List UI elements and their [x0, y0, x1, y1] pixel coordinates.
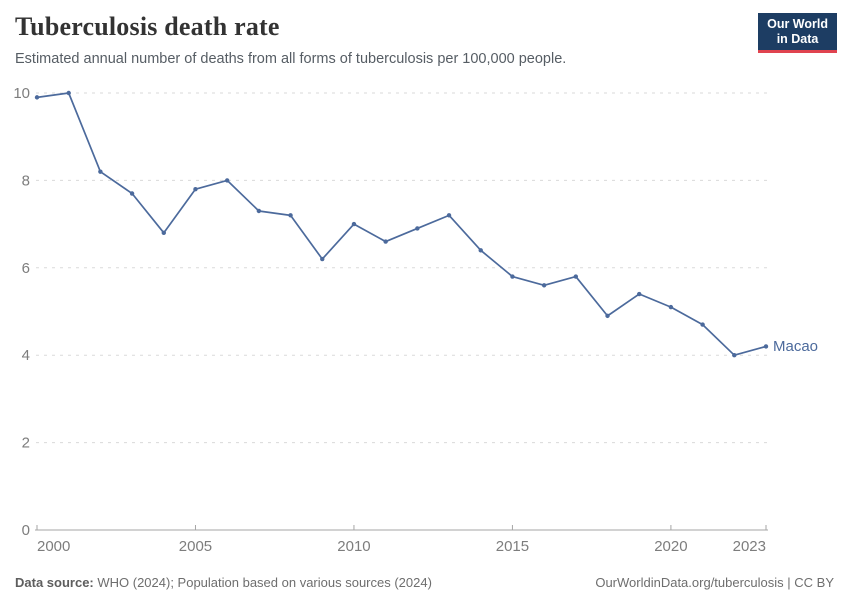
data-point[interactable] [66, 90, 71, 96]
y-tick-label: 10 [13, 85, 30, 102]
page-title: Tuberculosis death rate [15, 12, 280, 41]
chart-subtitle: Estimated annual number of deaths from a… [15, 51, 567, 67]
series-line [36, 92, 767, 357]
y-tick-label: 4 [22, 347, 30, 364]
y-tick-label: 2 [22, 435, 30, 452]
x-tick-label: 2010 [337, 538, 370, 555]
data-point[interactable] [510, 274, 515, 279]
x-tick-label: 2000 [37, 538, 70, 555]
data-point[interactable] [256, 208, 262, 214]
data-point[interactable] [224, 178, 230, 183]
data-point[interactable] [541, 283, 547, 288]
data-point[interactable] [98, 169, 103, 174]
data-point[interactable] [637, 291, 642, 297]
y-tick-label: 0 [22, 522, 30, 539]
data-point[interactable] [351, 221, 357, 227]
data-point[interactable] [288, 213, 293, 218]
series-label[interactable]: Macao [773, 338, 818, 355]
data-point[interactable] [34, 95, 40, 100]
data-source-label: Data source: [15, 575, 94, 590]
data-point[interactable] [383, 239, 388, 244]
data-point[interactable] [320, 256, 325, 262]
x-tick-label: 2005 [179, 538, 212, 555]
y-tick-label: 8 [22, 172, 30, 189]
x-tick-label: 2023 [733, 538, 766, 555]
data-point[interactable] [129, 191, 135, 196]
data-point[interactable] [763, 344, 769, 349]
data-point[interactable] [668, 304, 674, 310]
y-tick-label: 6 [22, 260, 30, 277]
data-source-text: WHO (2024); Population based on various … [93, 575, 432, 590]
owid-logo-line1: Our World [767, 17, 828, 31]
data-point[interactable] [700, 322, 705, 327]
owid-logo-line2: in Data [776, 32, 819, 46]
owid-logo[interactable]: Our World in Data [758, 13, 837, 53]
data-point[interactable] [605, 313, 610, 319]
data-point[interactable] [446, 213, 452, 218]
x-tick-label: 2020 [654, 538, 687, 555]
data-point[interactable] [415, 226, 420, 231]
data-point[interactable] [573, 274, 579, 279]
data-point[interactable] [193, 186, 198, 192]
owid-citation-link[interactable]: OurWorldinData.org/tuberculosis | CC BY [595, 575, 834, 590]
chart-footer: Data source: WHO (2024); Population base… [15, 575, 834, 590]
data-source-note: Data source: WHO (2024); Population base… [15, 575, 432, 590]
data-point[interactable] [478, 248, 483, 253]
data-point[interactable] [732, 353, 737, 358]
data-point[interactable] [161, 230, 166, 236]
x-tick-label: 2015 [496, 538, 529, 555]
